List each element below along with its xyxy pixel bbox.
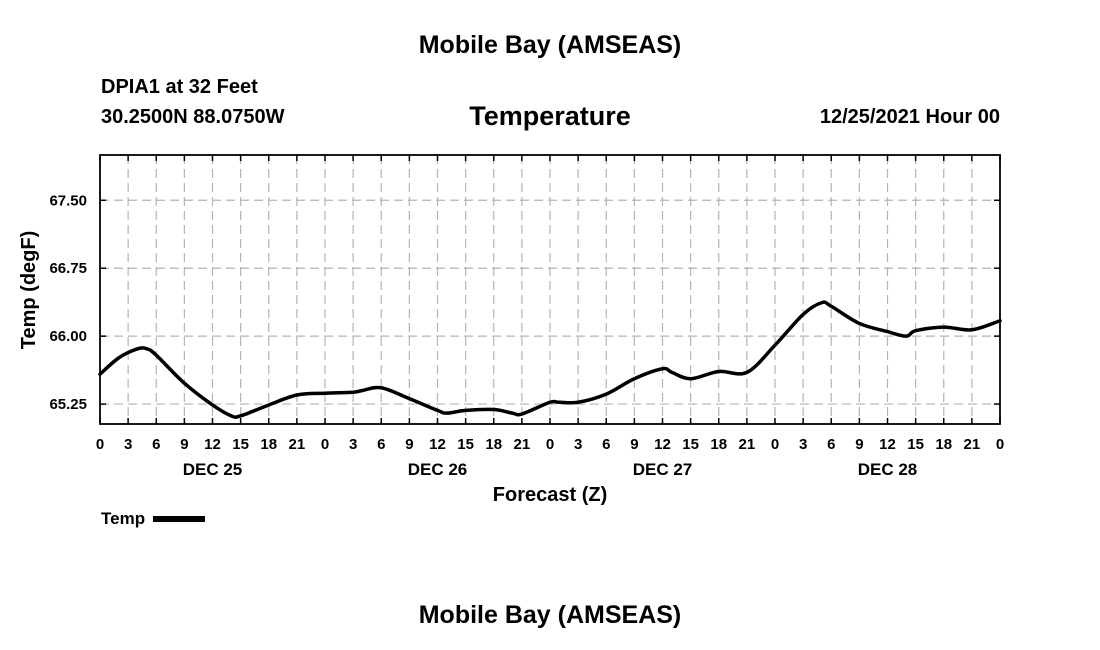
- x-tick-label: 3: [574, 436, 582, 453]
- grid-layer: [100, 155, 1000, 424]
- y-axis-label: Temp (degF): [18, 231, 40, 350]
- x-tick-label: 0: [996, 436, 1004, 453]
- x-tick-label: 18: [260, 436, 277, 453]
- bottom-title: Mobile Bay (AMSEAS): [418, 601, 682, 629]
- x-tick-label: 12: [654, 436, 671, 453]
- x-tick-label: 21: [289, 436, 306, 453]
- x-tick-label: 18: [710, 436, 727, 453]
- x-tick-label: 9: [405, 436, 413, 453]
- axes-layer: [99, 154, 1001, 425]
- x-tick-label: 3: [349, 436, 357, 453]
- legend-label: Temp: [101, 509, 146, 528]
- labels-layer: Forecast (Z) Temp (degF) 0 3 6 9 12 15 18 21 0 3 6…: [18, 192, 1004, 506]
- station-label: DPIA1 at 32 Feet: [101, 76, 258, 98]
- x-tick-label: 12: [204, 436, 221, 453]
- x-tick-label: 9: [855, 436, 863, 453]
- x-tick-label: 0: [771, 436, 779, 453]
- x-tick-label: 15: [232, 436, 249, 453]
- x-tick-label: 3: [799, 436, 807, 453]
- x-tick-label: 21: [739, 436, 756, 453]
- x-tick-label: 6: [827, 436, 835, 453]
- x-tick-label: 18: [485, 436, 502, 453]
- x-tick-label: 6: [602, 436, 610, 453]
- coordinates-label: 30.2500N 88.0750W: [101, 106, 285, 128]
- x-tick-label: 21: [964, 436, 981, 453]
- x-tick-label: 18: [935, 436, 952, 453]
- parameter-title: Temperature: [469, 101, 631, 131]
- y-tick-label: 65.25: [49, 396, 87, 413]
- x-tick-label: 15: [682, 436, 699, 453]
- legend-swatch: [153, 516, 206, 522]
- x-tick-label: 9: [180, 436, 188, 453]
- x-tick-label: 12: [879, 436, 896, 453]
- x-tick-label: 0: [96, 436, 104, 453]
- x-tick-label: 21: [514, 436, 531, 453]
- legend: Temp: [101, 509, 206, 529]
- x-tick-label: 6: [377, 436, 385, 453]
- x-axis-label: Forecast (Z): [493, 484, 607, 506]
- x-tick-label: 15: [457, 436, 474, 453]
- day-label: DEC 25: [183, 460, 243, 479]
- top-title: Mobile Bay (AMSEAS): [418, 31, 682, 59]
- series-layer: [98, 300, 1002, 419]
- x-tick-label: 3: [124, 436, 132, 453]
- x-tick-label: 9: [630, 436, 638, 453]
- x-tick-label: 0: [321, 436, 329, 453]
- y-tick-label: 66.75: [49, 260, 87, 277]
- x-tick-label: 6: [152, 436, 160, 453]
- series-line-temp: [98, 300, 1002, 419]
- x-tick-label: 0: [546, 436, 554, 453]
- forecast-datetime: 12/25/2021 Hour 00: [819, 106, 1000, 128]
- day-label: DEC 26: [408, 460, 468, 479]
- day-label: DEC 27: [633, 460, 693, 479]
- day-label: DEC 28: [858, 460, 918, 479]
- y-tick-label: 67.50: [49, 192, 87, 209]
- x-tick-label: 15: [907, 436, 924, 453]
- y-tick-label: 66.00: [49, 328, 87, 345]
- x-tick-label: 12: [429, 436, 446, 453]
